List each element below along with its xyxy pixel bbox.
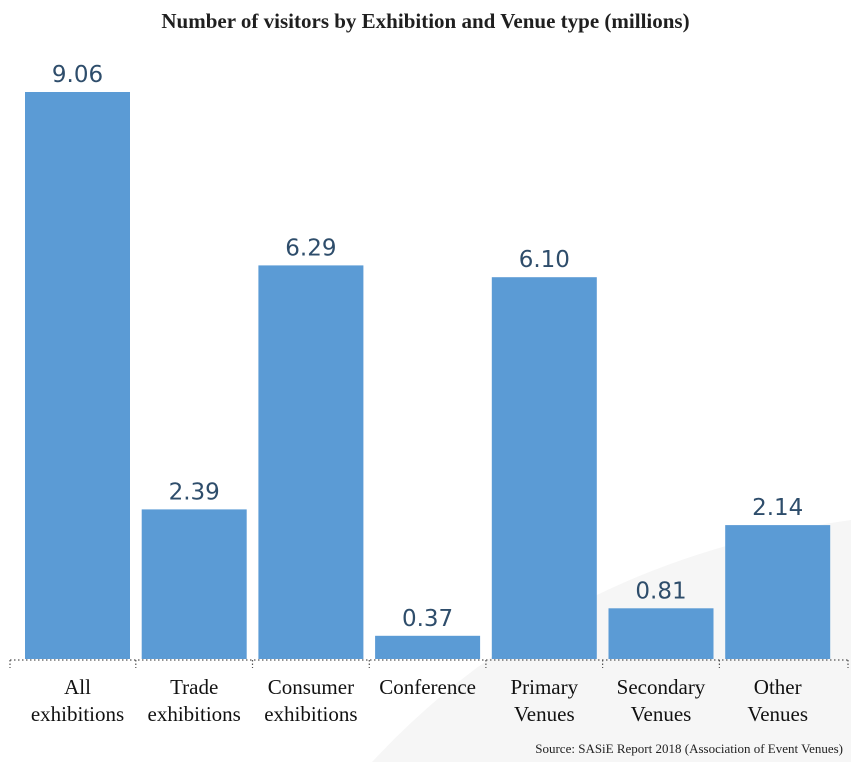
bars-group <box>25 92 831 659</box>
chart-title: Number of visitors by Exhibition and Ven… <box>161 9 690 33</box>
value-label-1: 2.39 <box>169 479 220 505</box>
value-label-6: 2.14 <box>752 495 803 521</box>
category-labels-group: All exhibitions Trade exhibitions Consumer ex… <box>31 675 808 726</box>
value-label-2: 6.29 <box>285 235 336 261</box>
value-labels-group: 9.06 2.39 6.29 0.37 6.10 0.81 2.14 <box>52 62 803 632</box>
bar-4 <box>491 277 597 659</box>
category-label-3: Conference <box>379 675 476 699</box>
bar-6 <box>725 525 831 659</box>
value-label-5: 0.81 <box>635 578 686 604</box>
category-label-2: Consumer exhibitions <box>264 675 357 726</box>
category-label-1: Trade exhibitions <box>148 675 241 726</box>
value-label-4: 6.10 <box>519 247 570 273</box>
bar-3 <box>375 635 481 659</box>
x-axis-ticks <box>9 660 849 668</box>
category-label-0: All exhibitions <box>31 675 124 726</box>
bar-1 <box>141 509 247 659</box>
bar-2 <box>258 265 364 659</box>
value-label-0: 9.06 <box>52 62 103 88</box>
category-label-6: Other Venues <box>747 675 808 726</box>
source-note: Source: SASiE Report 2018 (Association o… <box>535 741 843 756</box>
bar-0 <box>25 92 130 659</box>
category-label-5: Secondary Venues <box>617 675 706 726</box>
value-label-3: 0.37 <box>402 606 453 632</box>
bar-5 <box>608 608 714 659</box>
category-label-4: Primary Venues <box>510 675 578 726</box>
